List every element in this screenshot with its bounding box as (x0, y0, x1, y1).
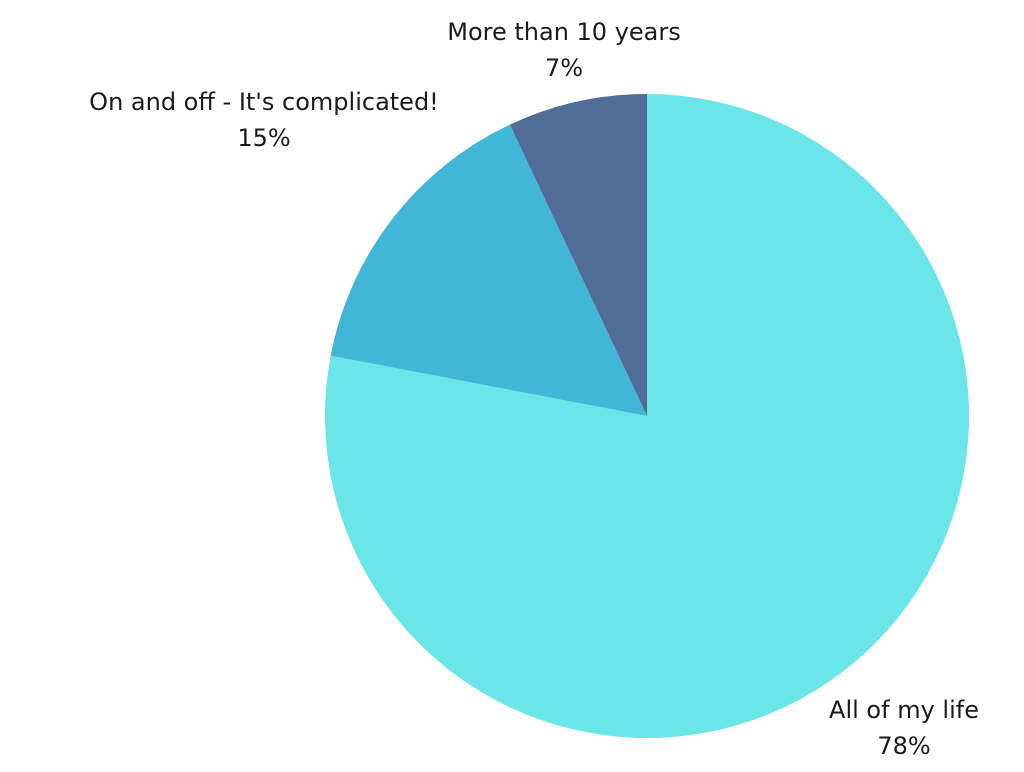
slices-layer (324, 94, 969, 738)
slice-percent-label: 78% (877, 732, 930, 760)
labels-layer: All of my life 78% On and off - It's compl… (89, 18, 979, 760)
pie-slice-on-and-off-it-s-complicated (330, 124, 647, 417)
pie-slice-all-of-my-life (324, 94, 969, 738)
slice-percent-label: 15% (237, 124, 290, 152)
pie-slice-more-than-10-years (509, 94, 647, 416)
slice-category-label: All of my life (829, 696, 979, 724)
slice-percent-label: 7% (545, 54, 583, 82)
slice-category-label: On and off - It's complicated! (89, 88, 439, 116)
slice-category-label: More than 10 years (447, 18, 681, 46)
slice-label-on-and-off-it-s-complicated: On and off - It's complicated! 15% (89, 88, 439, 152)
slice-label-all-of-my-life: All of my life 78% (829, 696, 979, 760)
slice-label-more-than-10-years: More than 10 years 7% (447, 18, 681, 82)
